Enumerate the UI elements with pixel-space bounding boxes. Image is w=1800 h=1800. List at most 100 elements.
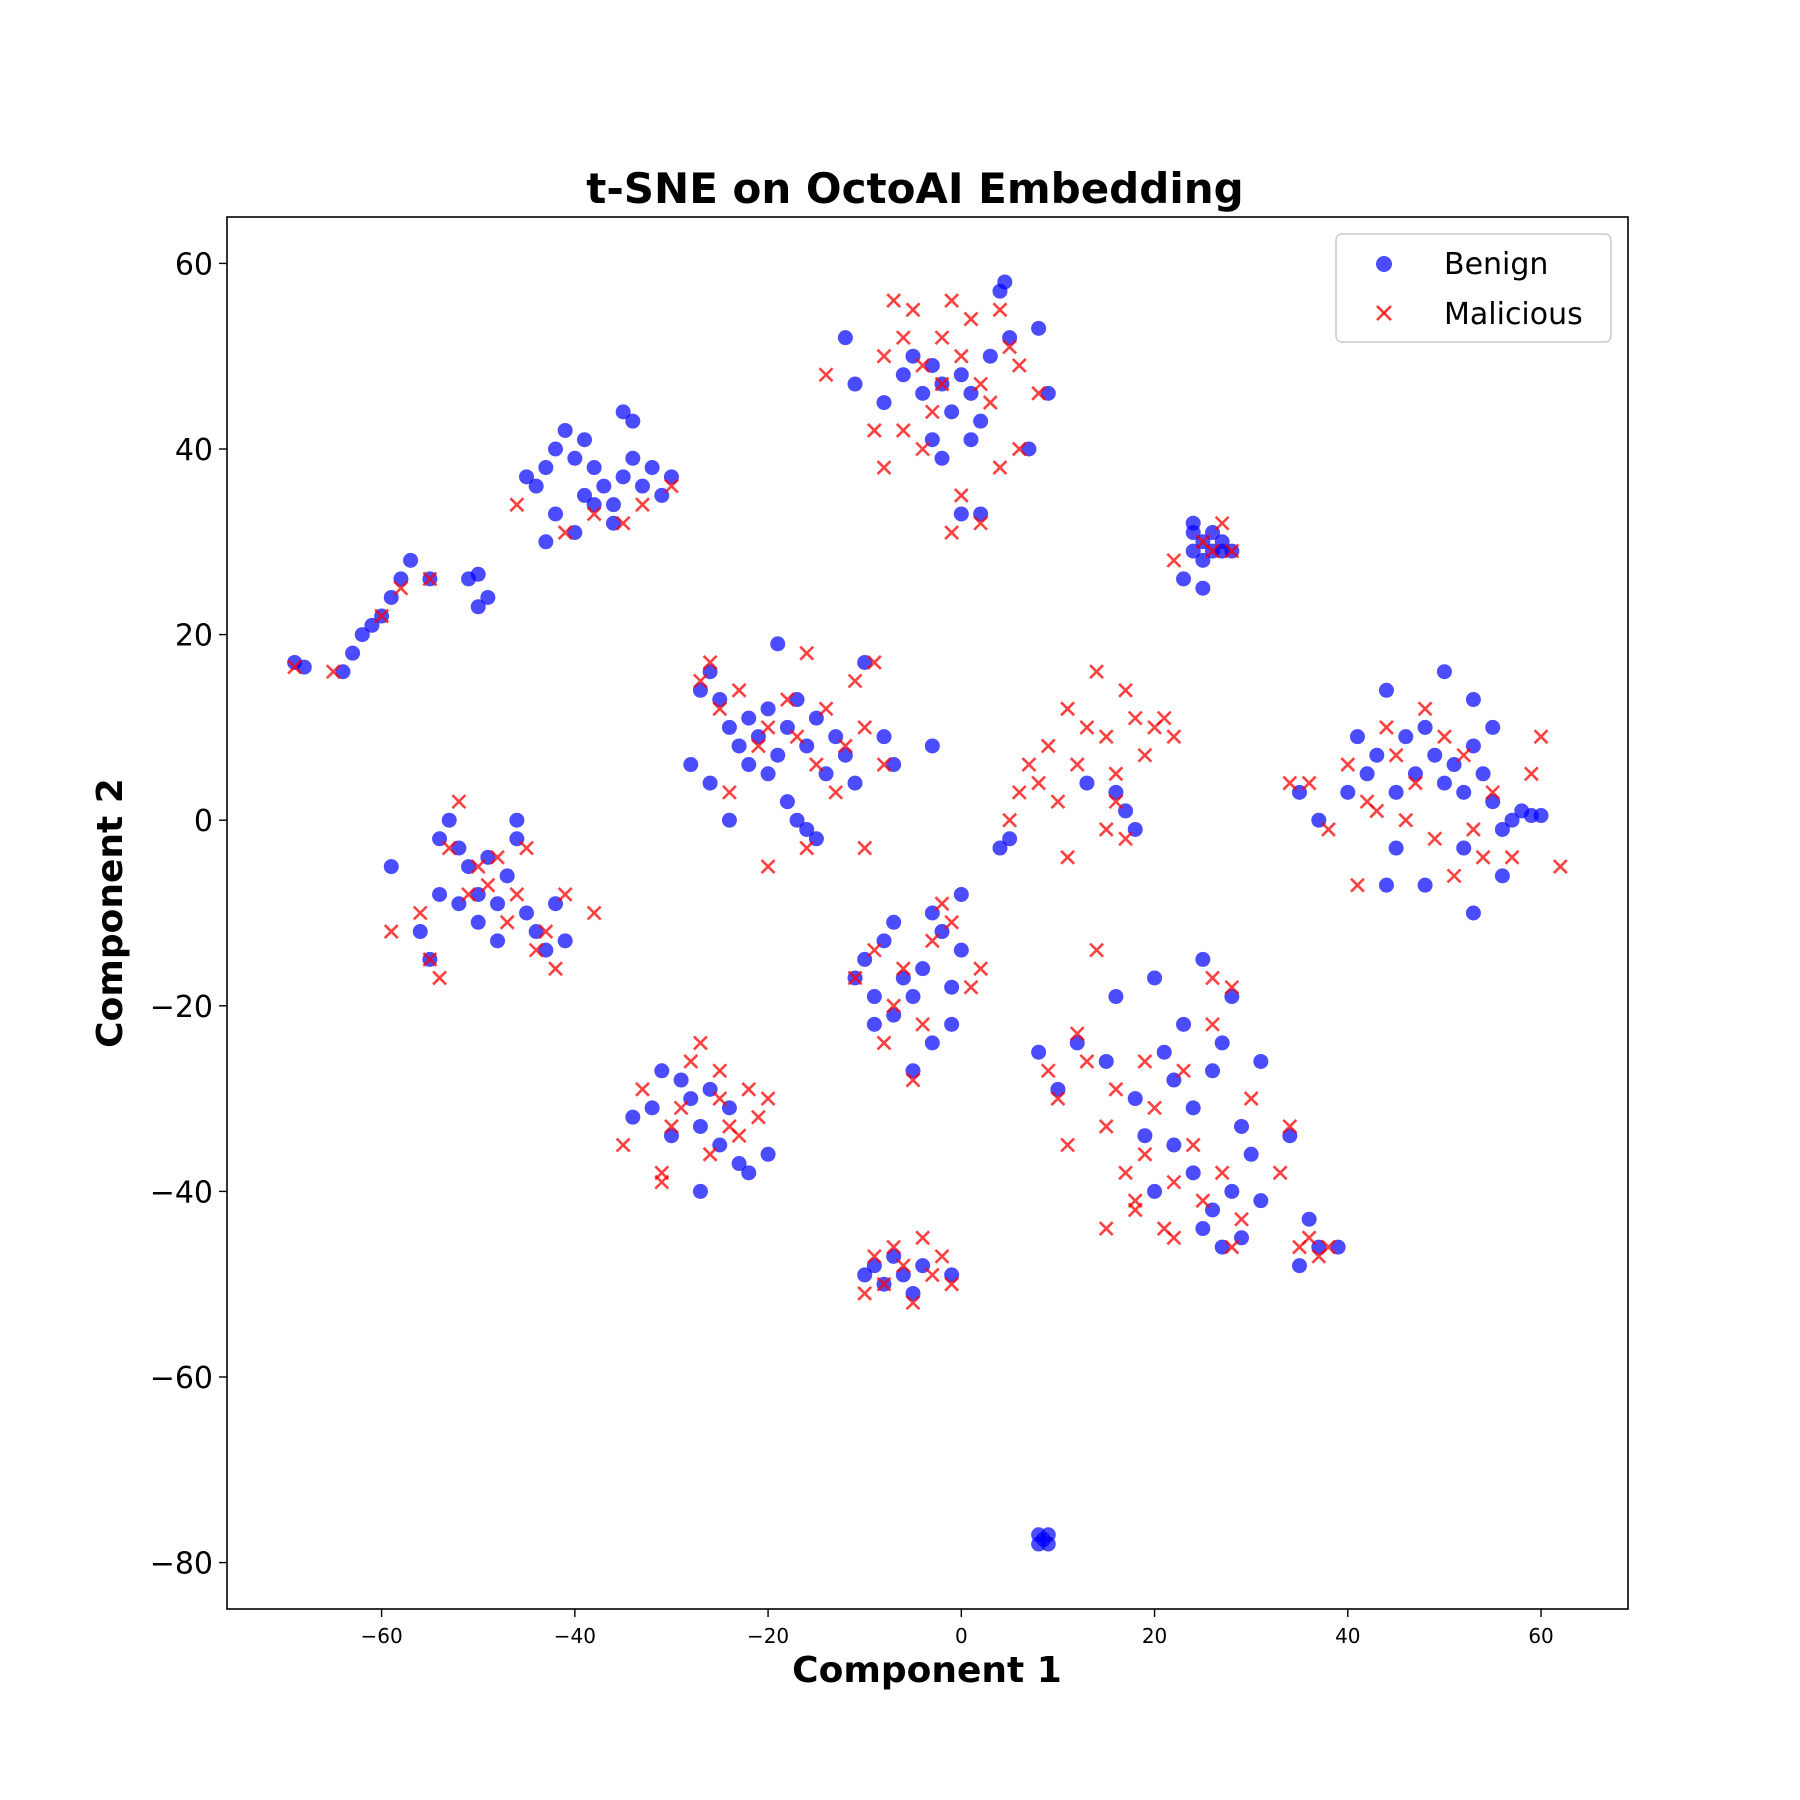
- malicious-point: [1369, 803, 1385, 819]
- x-tick-label: 40: [1335, 1624, 1360, 1648]
- malicious-point: [915, 1016, 931, 1032]
- benign-point: [1021, 441, 1037, 457]
- x-tick-label: −40: [554, 1624, 596, 1648]
- malicious-point: [1224, 543, 1240, 559]
- benign-point: [1388, 784, 1404, 800]
- malicious-point: [1214, 1165, 1230, 1181]
- benign-point: [944, 1016, 960, 1032]
- malicious-point: [1011, 441, 1027, 457]
- malicious-point: [528, 942, 544, 958]
- y-axis-label: Component 2: [90, 778, 131, 1048]
- malicious-point: [992, 302, 1008, 318]
- malicious-point: [509, 887, 525, 902]
- benign-point: [557, 422, 573, 438]
- malicious-point: [490, 849, 505, 865]
- benign-point: [953, 886, 969, 902]
- benign-series: [287, 274, 1549, 1552]
- benign-point: [1465, 692, 1481, 708]
- malicious-point: [1156, 710, 1172, 726]
- benign-point: [335, 664, 351, 680]
- benign-point: [1031, 320, 1047, 336]
- benign-point: [586, 460, 602, 476]
- malicious-point: [1137, 1146, 1153, 1162]
- malicious-point: [683, 1054, 699, 1069]
- benign-point: [953, 506, 969, 522]
- malicious-point: [557, 525, 573, 540]
- malicious-point: [1388, 747, 1404, 763]
- benign-point: [866, 989, 882, 1005]
- benign-point: [1185, 1165, 1201, 1181]
- malicious-point: [1504, 849, 1520, 865]
- benign-point: [644, 460, 660, 476]
- malicious-point: [1098, 822, 1114, 837]
- benign-point: [731, 1156, 747, 1172]
- malicious-point: [461, 887, 476, 902]
- malicious-point: [760, 719, 776, 735]
- benign-point: [567, 525, 583, 541]
- y-tick-label: −40: [150, 1175, 213, 1210]
- malicious-point: [876, 348, 892, 364]
- benign-point: [905, 989, 921, 1005]
- malicious-point: [1350, 877, 1365, 893]
- malicious-point: [895, 1258, 911, 1274]
- malicious-point: [673, 1100, 689, 1116]
- malicious-point: [1031, 775, 1047, 791]
- malicious-point: [992, 460, 1008, 475]
- benign-point: [924, 738, 940, 754]
- malicious-point: [866, 655, 882, 670]
- malicious-point: [779, 692, 795, 707]
- benign-point: [1456, 840, 1472, 856]
- benign-point: [1195, 1221, 1211, 1237]
- benign-point: [1166, 1137, 1182, 1153]
- benign-point: [1137, 1128, 1153, 1144]
- malicious-point: [876, 1276, 892, 1292]
- y-tick-label: −60: [150, 1361, 213, 1396]
- malicious-point: [934, 376, 950, 392]
- benign-point: [1436, 664, 1452, 680]
- malicious-point: [615, 515, 631, 531]
- malicious-point: [1079, 1054, 1095, 1069]
- malicious-point: [944, 1276, 960, 1292]
- x-tick-label: 0: [955, 1624, 968, 1648]
- malicious-point: [664, 478, 679, 494]
- benign-point: [1147, 1183, 1163, 1199]
- benign-point: [470, 566, 486, 582]
- benign-point: [924, 357, 940, 373]
- malicious-point: [1050, 794, 1066, 810]
- benign-point: [837, 330, 853, 346]
- malicious-point: [1224, 1239, 1240, 1255]
- malicious-point: [1272, 1165, 1288, 1181]
- malicious-point: [509, 497, 525, 513]
- benign-point: [692, 1183, 708, 1199]
- malicious-point: [1137, 1054, 1153, 1069]
- malicious-point: [886, 1239, 902, 1255]
- malicious-point: [1185, 1137, 1201, 1153]
- malicious-point: [1282, 775, 1298, 791]
- benign-point: [1214, 543, 1230, 559]
- malicious-point: [818, 367, 834, 383]
- benign-point: [847, 775, 863, 791]
- malicious-point: [615, 1137, 631, 1153]
- malicious-point: [412, 905, 428, 921]
- malicious-point: [1195, 1193, 1211, 1209]
- malicious-point: [818, 701, 834, 717]
- benign-point: [1465, 905, 1481, 921]
- y-tick-label: 40: [175, 433, 213, 468]
- benign-point: [538, 942, 554, 958]
- x-axis-ticks: −60 −40 −20 0 20 40 60: [360, 1609, 1554, 1648]
- benign-point: [470, 914, 486, 930]
- benign-point: [461, 859, 477, 875]
- benign-point: [1176, 571, 1192, 587]
- benign-point: [770, 747, 786, 763]
- malicious-point: [741, 1081, 757, 1097]
- malicious-point: [924, 1267, 940, 1283]
- benign-point: [953, 942, 969, 958]
- malicious-point: [1176, 1063, 1191, 1079]
- legend-malicious-label: Malicious: [1444, 297, 1583, 332]
- benign-point: [538, 534, 554, 550]
- malicious-point: [1108, 766, 1124, 782]
- benign-point: [789, 692, 805, 708]
- malicious-point: [905, 302, 921, 318]
- benign-point: [857, 1267, 873, 1283]
